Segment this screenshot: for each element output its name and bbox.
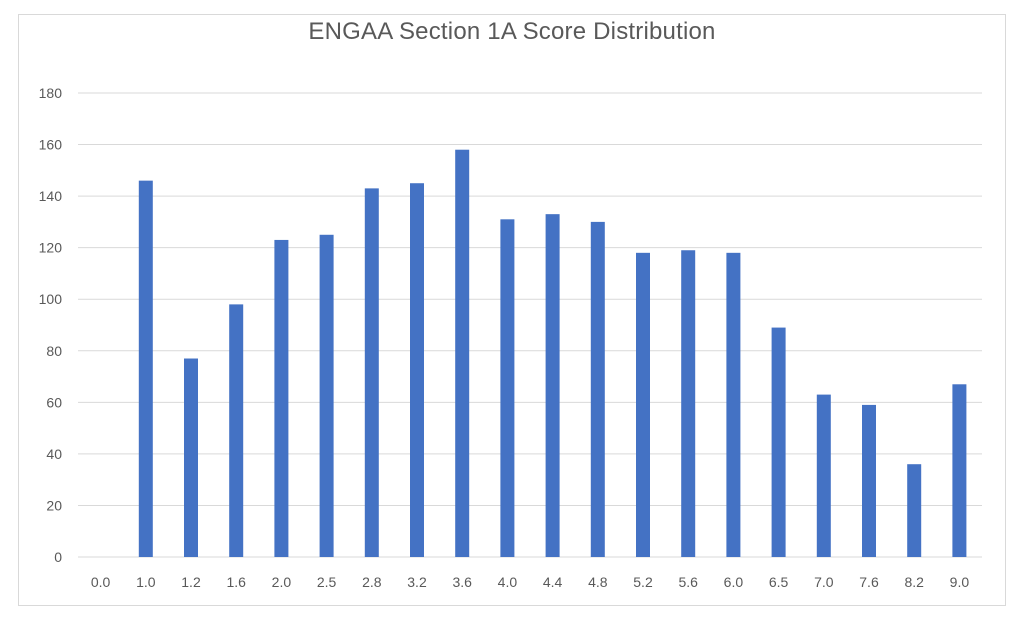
y-tick-label: 160 bbox=[39, 137, 63, 153]
bar-5.6 bbox=[681, 250, 696, 557]
x-tick-label: 5.2 bbox=[633, 574, 653, 590]
bar-4.8 bbox=[590, 221, 605, 557]
x-tick-label: 3.6 bbox=[452, 574, 472, 590]
bar-2.5 bbox=[319, 234, 334, 557]
y-tick-label: 0 bbox=[54, 549, 62, 565]
x-tick-label: 6.0 bbox=[724, 574, 744, 590]
bar-6.0 bbox=[726, 252, 741, 558]
x-tick-label: 7.0 bbox=[814, 574, 834, 590]
x-tick-label: 4.8 bbox=[588, 574, 608, 590]
bar-7.6 bbox=[862, 404, 876, 557]
y-axis-tick-labels: 0 20 40 60 80 100 120 140 160 180 bbox=[39, 85, 63, 565]
x-tick-label: 9.0 bbox=[950, 574, 970, 590]
y-tick-label: 140 bbox=[39, 188, 63, 204]
x-tick-label: 7.6 bbox=[859, 574, 879, 590]
x-tick-label: 2.0 bbox=[272, 574, 292, 590]
bars bbox=[138, 149, 967, 558]
x-tick-label: 1.0 bbox=[136, 574, 156, 590]
x-tick-label: 1.2 bbox=[181, 574, 201, 590]
bar-5.2 bbox=[636, 252, 650, 558]
bar-8.2 bbox=[907, 464, 922, 557]
y-tick-label: 80 bbox=[46, 343, 62, 359]
x-tick-label: 2.8 bbox=[362, 574, 382, 590]
gridlines bbox=[78, 92, 982, 558]
x-axis-tick-labels: 0.0 1.0 1.2 1.6 2.0 2.5 2.8 3.2 3.6 4.0 4.4 4.8 5.2 5… bbox=[91, 574, 969, 590]
y-tick-label: 60 bbox=[46, 394, 62, 410]
bar-9.0 bbox=[952, 384, 967, 557]
y-tick-label: 40 bbox=[46, 446, 62, 462]
x-tick-label: 8.2 bbox=[904, 574, 924, 590]
x-tick-label: 2.5 bbox=[317, 574, 337, 590]
x-tick-label: 5.6 bbox=[678, 574, 698, 590]
y-tick-label: 100 bbox=[39, 291, 63, 307]
bar-1.0 bbox=[138, 180, 153, 557]
bar-6.5 bbox=[771, 327, 786, 557]
x-tick-label: 1.6 bbox=[226, 574, 246, 590]
bar-3.2 bbox=[410, 183, 424, 557]
y-tick-label: 120 bbox=[39, 240, 63, 256]
y-tick-label: 20 bbox=[46, 497, 62, 513]
x-tick-label: 4.0 bbox=[498, 574, 518, 590]
bar-1.6 bbox=[229, 304, 244, 557]
x-tick-label: 0.0 bbox=[91, 574, 111, 590]
bar-2.8 bbox=[364, 188, 379, 557]
x-tick-label: 3.2 bbox=[407, 574, 427, 590]
bar-2.0 bbox=[274, 239, 289, 557]
bar-7.0 bbox=[816, 394, 831, 557]
bar-4.0 bbox=[500, 219, 515, 558]
bar-1.2 bbox=[184, 358, 198, 557]
bar-4.4 bbox=[545, 214, 560, 557]
bar-3.6 bbox=[455, 149, 470, 557]
chart-title: ENGAA Section 1A Score Distribution bbox=[308, 18, 716, 45]
x-tick-label: 4.4 bbox=[543, 574, 563, 590]
y-tick-label: 180 bbox=[39, 85, 63, 101]
x-tick-label: 6.5 bbox=[769, 574, 789, 590]
